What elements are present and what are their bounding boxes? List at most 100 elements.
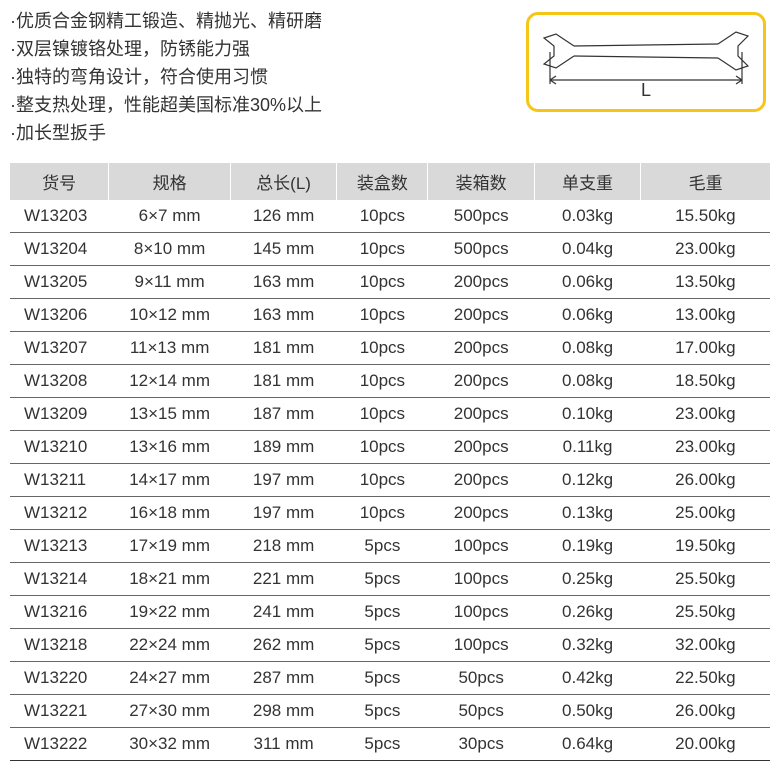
table-cell: 10pcs: [337, 464, 428, 497]
table-cell: 221 mm: [230, 563, 336, 596]
table-cell: 145 mm: [230, 233, 336, 266]
table-cell: W13221: [10, 695, 109, 728]
table-cell: 0.08kg: [534, 365, 640, 398]
table-cell: 10pcs: [337, 431, 428, 464]
table-cell: 17.00kg: [641, 332, 770, 365]
table-cell: 200pcs: [428, 299, 534, 332]
table-cell: 126 mm: [230, 200, 336, 233]
table-row: W132059×11 mm163 mm10pcs200pcs0.06kg13.5…: [10, 266, 770, 299]
table-cell: 197 mm: [230, 464, 336, 497]
table-cell: 10pcs: [337, 332, 428, 365]
table-row: W1320711×13 mm181 mm10pcs200pcs0.08kg17.…: [10, 332, 770, 365]
table-cell: 163 mm: [230, 266, 336, 299]
table-cell: 18×21 mm: [109, 563, 231, 596]
table-cell: 10pcs: [337, 233, 428, 266]
table-cell: 16×18 mm: [109, 497, 231, 530]
table-cell: 0.13kg: [534, 497, 640, 530]
table-cell: 100pcs: [428, 629, 534, 662]
table-cell: 500pcs: [428, 233, 534, 266]
table-cell: 0.06kg: [534, 299, 640, 332]
col-header-unitwt: 单支重: [534, 163, 640, 200]
table-cell: 200pcs: [428, 398, 534, 431]
table-cell: 262 mm: [230, 629, 336, 662]
table-cell: 0.03kg: [534, 200, 640, 233]
feature-item: ·双层镍镀铬处理，防锈能力强: [10, 36, 322, 64]
table-cell: 25.50kg: [641, 596, 770, 629]
wrench-diagram: L: [526, 12, 766, 112]
table-row: W1322230×32 mm311 mm5pcs30pcs0.64kg20.00…: [10, 728, 770, 761]
table-cell: W13214: [10, 563, 109, 596]
table-cell: 197 mm: [230, 497, 336, 530]
table-cell: 11×13 mm: [109, 332, 231, 365]
table-cell: 0.06kg: [534, 266, 640, 299]
feature-list: ·优质合金钢精工锻造、精抛光、精研磨 ·双层镍镀铬处理，防锈能力强 ·独特的弯角…: [10, 8, 322, 147]
spec-table: 货号 规格 总长(L) 装盒数 装箱数 单支重 毛重 W132036×7 mm1…: [10, 163, 770, 761]
table-cell: 5pcs: [337, 596, 428, 629]
table-cell: W13205: [10, 266, 109, 299]
table-body: W132036×7 mm126 mm10pcs500pcs0.03kg15.50…: [10, 200, 770, 761]
table-row: W1322127×30 mm298 mm5pcs50pcs0.50kg26.00…: [10, 695, 770, 728]
table-cell: 13.50kg: [641, 266, 770, 299]
table-row: W132036×7 mm126 mm10pcs500pcs0.03kg15.50…: [10, 200, 770, 233]
table-cell: 5pcs: [337, 530, 428, 563]
table-row: W1321114×17 mm197 mm10pcs200pcs0.12kg26.…: [10, 464, 770, 497]
length-label: L: [641, 80, 651, 100]
table-cell: W13212: [10, 497, 109, 530]
table-cell: 0.08kg: [534, 332, 640, 365]
table-cell: 100pcs: [428, 530, 534, 563]
col-header-spec: 规格: [109, 163, 231, 200]
table-cell: 241 mm: [230, 596, 336, 629]
table-cell: W13213: [10, 530, 109, 563]
table-cell: 200pcs: [428, 431, 534, 464]
table-cell: W13218: [10, 629, 109, 662]
table-cell: 23.00kg: [641, 398, 770, 431]
table-cell: W13210: [10, 431, 109, 464]
table-cell: 17×19 mm: [109, 530, 231, 563]
table-cell: 5pcs: [337, 662, 428, 695]
col-header-gross: 毛重: [641, 163, 770, 200]
table-cell: 0.32kg: [534, 629, 640, 662]
col-header-length: 总长(L): [230, 163, 336, 200]
table-cell: 311 mm: [230, 728, 336, 761]
table-cell: 26.00kg: [641, 464, 770, 497]
table-cell: 218 mm: [230, 530, 336, 563]
table-cell: 298 mm: [230, 695, 336, 728]
table-cell: 10pcs: [337, 398, 428, 431]
table-cell: 9×11 mm: [109, 266, 231, 299]
feature-item: ·加长型扳手: [10, 120, 322, 148]
table-cell: 12×14 mm: [109, 365, 231, 398]
table-cell: 0.42kg: [534, 662, 640, 695]
table-cell: 0.64kg: [534, 728, 640, 761]
table-cell: 200pcs: [428, 497, 534, 530]
table-row: W1321013×16 mm189 mm10pcs200pcs0.11kg23.…: [10, 431, 770, 464]
table-cell: 187 mm: [230, 398, 336, 431]
table-cell: 13.00kg: [641, 299, 770, 332]
table-cell: 13×15 mm: [109, 398, 231, 431]
table-cell: W13211: [10, 464, 109, 497]
table-cell: W13209: [10, 398, 109, 431]
table-header: 货号 规格 总长(L) 装盒数 装箱数 单支重 毛重: [10, 163, 770, 200]
table-cell: 32.00kg: [641, 629, 770, 662]
table-cell: 0.19kg: [534, 530, 640, 563]
table-cell: 10pcs: [337, 200, 428, 233]
table-cell: W13207: [10, 332, 109, 365]
col-header-box: 装盒数: [337, 163, 428, 200]
table-cell: 5pcs: [337, 728, 428, 761]
table-cell: 0.50kg: [534, 695, 640, 728]
table-cell: 19×22 mm: [109, 596, 231, 629]
table-cell: 163 mm: [230, 299, 336, 332]
table-cell: 189 mm: [230, 431, 336, 464]
table-cell: 0.11kg: [534, 431, 640, 464]
table-cell: W13204: [10, 233, 109, 266]
table-cell: W13208: [10, 365, 109, 398]
table-cell: 0.10kg: [534, 398, 640, 431]
table-cell: 5pcs: [337, 563, 428, 596]
table-row: W1321822×24 mm262 mm5pcs100pcs0.32kg32.0…: [10, 629, 770, 662]
table-cell: W13222: [10, 728, 109, 761]
feature-item: ·整支热处理，性能超美国标准30%以上: [10, 92, 322, 120]
table-cell: W13220: [10, 662, 109, 695]
table-cell: 200pcs: [428, 266, 534, 299]
table-cell: 10pcs: [337, 365, 428, 398]
table-cell: 19.50kg: [641, 530, 770, 563]
table-row: W1320610×12 mm163 mm10pcs200pcs0.06kg13.…: [10, 299, 770, 332]
